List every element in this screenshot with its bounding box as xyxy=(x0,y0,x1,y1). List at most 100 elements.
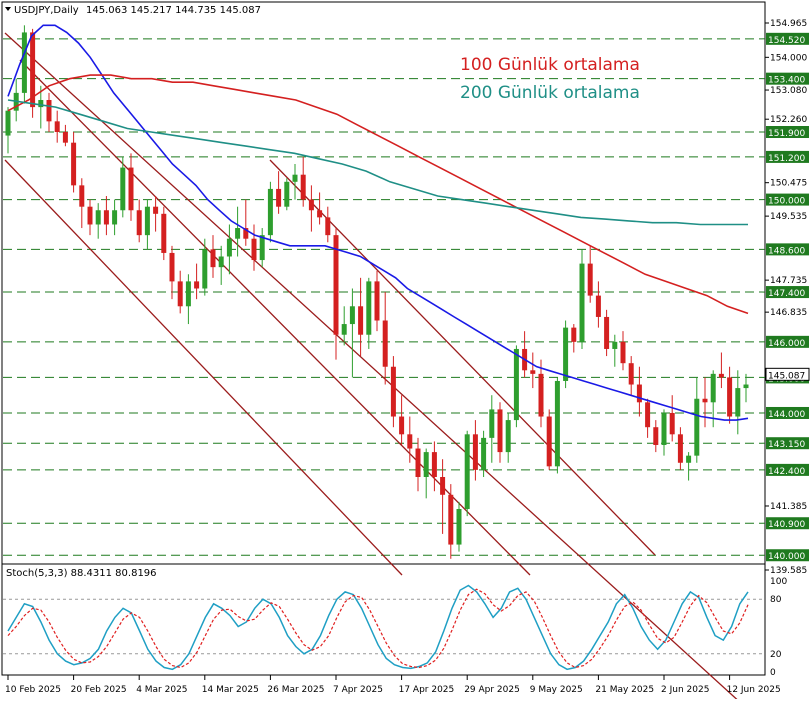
candle-body xyxy=(620,341,626,364)
level-tag-label: 151.900 xyxy=(768,129,805,139)
candle-body xyxy=(382,320,388,367)
level-tag-label: 153.400 xyxy=(768,76,805,86)
time-axis: 10 Feb 2025 20 Feb 2025 4 Mar 2025 14 Mar 2… xyxy=(5,675,781,695)
x-tick-label: 20 Feb 2025 xyxy=(71,685,127,695)
candle-body xyxy=(226,238,232,257)
candle-body xyxy=(563,327,569,381)
level-tag xyxy=(766,150,809,163)
x-tick-label: 4 Mar 2025 xyxy=(136,685,187,695)
moving-averages xyxy=(7,24,749,421)
level-tag-label: 147.400 xyxy=(768,289,805,299)
candle-body xyxy=(374,281,380,321)
y-tick-label: 154.000 xyxy=(770,53,807,63)
candle-body xyxy=(604,316,610,349)
candle-body xyxy=(538,373,544,417)
ma200-line xyxy=(7,99,748,226)
level-tag xyxy=(766,517,809,530)
candle-body xyxy=(194,281,200,289)
stoch-y-label: 100 xyxy=(770,577,787,587)
candle-body xyxy=(554,380,560,467)
candle-body xyxy=(366,281,372,335)
ma50-line xyxy=(7,24,749,421)
candle-body xyxy=(661,412,667,445)
candle-body xyxy=(743,384,749,389)
x-tick-label: 14 Mar 2025 xyxy=(202,685,259,695)
x-tick-label: 29 Apr 2025 xyxy=(464,685,520,695)
level-tag xyxy=(766,549,809,562)
level-tag-label: 144.000 xyxy=(768,410,805,420)
candle-body xyxy=(472,434,478,470)
level-tag xyxy=(766,437,809,450)
channel-line xyxy=(269,159,656,556)
horizontal-levels xyxy=(3,38,765,556)
candle-body xyxy=(38,99,44,108)
collapse-triangle-icon[interactable] xyxy=(5,7,11,11)
candle-body xyxy=(694,398,700,456)
candle-body xyxy=(333,235,339,335)
candle-body xyxy=(399,416,405,435)
candle-body xyxy=(390,366,396,417)
candle-body xyxy=(300,174,306,200)
level-tag xyxy=(766,72,809,85)
candle-body xyxy=(144,206,150,236)
candle-body xyxy=(153,206,159,214)
x-tick-label: 21 May 2025 xyxy=(595,685,654,695)
candle-body xyxy=(317,210,323,218)
candle-body xyxy=(177,281,183,307)
candle-body xyxy=(481,437,487,470)
level-tag xyxy=(766,193,809,206)
candle-body xyxy=(103,210,109,225)
candle-body xyxy=(636,384,642,403)
x-tick-label: 9 May 2025 xyxy=(530,685,583,695)
candle-body xyxy=(267,188,273,236)
x-tick-label: 10 Feb 2025 xyxy=(5,685,61,695)
ma100-line xyxy=(7,74,749,315)
ohlc-values: 145.063 145.217 144.735 145.087 xyxy=(86,5,261,16)
candle-body xyxy=(79,185,85,207)
candle-body xyxy=(71,142,77,186)
x-tick-label: 7 Apr 2025 xyxy=(333,685,383,695)
candle-body xyxy=(677,434,683,463)
y-tick-label: 153.080 xyxy=(770,86,807,96)
candle-body xyxy=(718,373,724,378)
candle-body xyxy=(464,434,470,510)
level-tag xyxy=(766,406,809,419)
candle-body xyxy=(587,263,593,296)
candle-body xyxy=(358,306,364,335)
candle-body xyxy=(595,295,601,317)
candle-body xyxy=(571,327,577,342)
candle-body xyxy=(202,249,208,289)
candle-body xyxy=(112,210,118,225)
candle-body xyxy=(407,434,413,449)
level-tag-label: 148.600 xyxy=(768,246,805,256)
candle-body xyxy=(210,249,216,268)
candle-body xyxy=(669,412,675,435)
candle-body xyxy=(710,373,716,403)
stoch-y-label: 0 xyxy=(770,668,776,678)
stoch-signal-line xyxy=(7,588,749,669)
main-plot-frame xyxy=(1,1,766,576)
level-tag-label: 151.200 xyxy=(768,154,805,164)
ma200-legend-label: 200 Günlük ortalama xyxy=(460,83,640,103)
candle-body xyxy=(308,199,314,211)
symbol-label: USDJPY,Daily xyxy=(14,5,79,16)
y-tick-label: 146.835 xyxy=(770,308,807,318)
level-tag-label: 150.000 xyxy=(768,197,805,207)
candle-body xyxy=(235,228,241,239)
candle-body xyxy=(579,263,585,342)
ma100-legend-label: 100 Günlük ortalama xyxy=(460,55,640,75)
candle-body xyxy=(727,377,733,417)
candle-body xyxy=(686,455,692,463)
y-tick-label: 139.585 xyxy=(770,566,807,576)
level-tag-label: 142.400 xyxy=(768,467,805,477)
candle-body xyxy=(251,238,257,261)
candle-body xyxy=(612,341,618,349)
channel-line xyxy=(4,159,403,576)
stochastic-oscillator: 100 80 20 0 xyxy=(3,577,787,678)
candle-body xyxy=(505,420,511,453)
candle-body xyxy=(128,167,134,211)
candle-body xyxy=(423,452,429,477)
candle-body xyxy=(62,132,68,143)
